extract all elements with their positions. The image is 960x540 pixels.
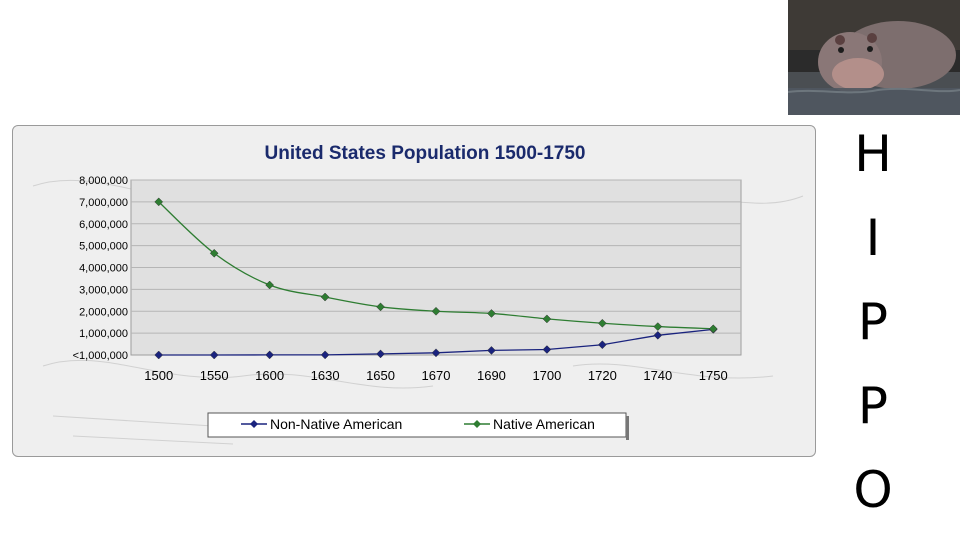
data-point-non-native [209,350,219,360]
data-point-native [708,324,718,334]
x-tick-label: 1630 [311,368,340,383]
y-tick-label: 8,000,000 [79,175,128,187]
data-point-native [431,306,441,316]
letter-p-first: P [857,293,889,351]
x-axis-ticks: 1500 1550 1600 1630 1650 1670 1690 1700 1720 1740… [144,368,727,383]
data-point-non-native [376,349,385,359]
data-point-native [154,197,164,207]
x-tick-label: 1700 [532,368,561,383]
data-point-non-native [653,330,663,340]
y-tick-label: 1,000,000 [79,328,128,340]
legend-item-non-native: Non-Native American [241,416,402,432]
y-tick-label: 5,000,000 [79,241,128,253]
legend-shadow [626,416,629,440]
data-point-non-native [598,340,607,350]
x-tick-label: 1740 [643,368,672,383]
data-point-native [209,248,219,258]
series-markers [154,197,718,360]
x-tick-label: 1600 [255,368,284,383]
gridlines [131,179,741,334]
x-tick-label: 1550 [200,368,229,383]
letter-i: I [865,209,881,267]
y-tick-label: 4,000,000 [79,263,128,275]
y-tick-label: 3,000,000 [79,284,128,296]
x-tick-label: 1690 [477,368,506,383]
data-point-native [598,318,607,328]
data-point-non-native [265,350,274,360]
data-point-native [653,322,663,331]
data-point-native [320,292,330,302]
x-tick-label: 1750 [699,368,728,383]
letter-p-second: P [857,377,889,435]
data-point-non-native [320,350,330,360]
x-tick-label: 1720 [588,368,617,383]
data-point-native [487,309,496,318]
y-tick-label: 7,000,000 [79,197,128,209]
legend-box [207,412,627,438]
letter-h: H [854,125,892,183]
legend-label-native: Native American [493,416,595,432]
population-chart: United States Population 1500-1750 <1,00… [32,143,804,445]
data-point-native [542,314,552,324]
data-point-non-native [154,350,164,360]
x-tick-label: 1670 [422,368,451,383]
y-tick-label: <1,000,000 [73,350,128,362]
data-point-non-native [487,346,496,355]
data-point-native [376,302,385,312]
chart-panel: United States Population 1500-1750 <1,00… [12,125,816,457]
x-tick-label: 1500 [144,368,173,383]
hippo-photo [787,0,960,115]
chart-title: United States Population 1500-1750 [265,143,586,164]
legend-item-native: Native American [464,416,595,432]
legend-marker-non-native [250,420,258,428]
legend-marker-native [473,420,481,428]
y-tick-label: 2,000,000 [79,306,128,318]
letter-o: O [853,461,893,519]
data-point-non-native [542,345,552,354]
data-point-native [265,280,274,290]
hippo-letters: H I P P O [828,112,918,532]
y-axis-ticks: <1,000,000 1,000,000 2,000,000 3,000,000 4,0… [73,175,128,362]
y-tick-label: 6,000,000 [79,219,128,231]
legend-label-non-native: Non-Native American [270,416,402,432]
x-tick-label: 1650 [366,368,395,383]
data-point-non-native [431,348,441,358]
